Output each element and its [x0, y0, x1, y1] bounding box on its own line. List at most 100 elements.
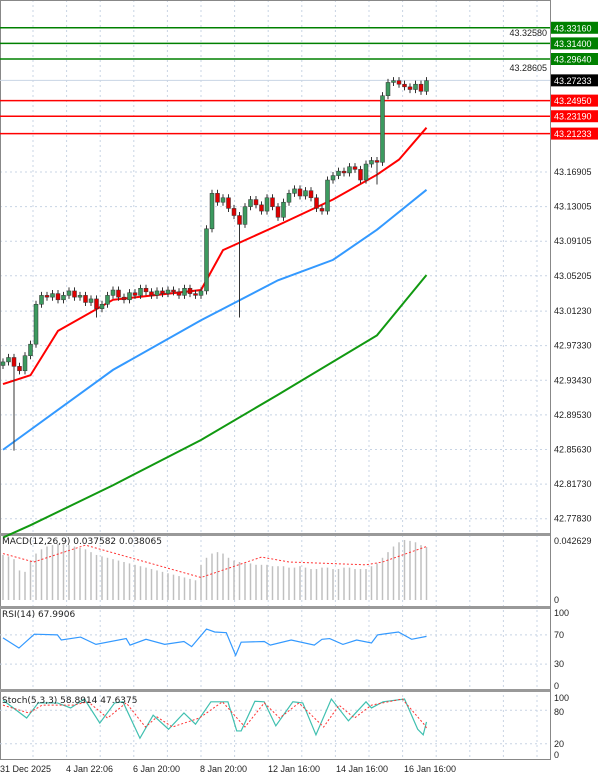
stoch-label: Stoch(5,3,3) 58.8914 47.6375: [2, 696, 137, 706]
panel-separator: [0, 533, 550, 536]
moving-average-line: [2, 127, 428, 386]
price-tick: 43.13005: [554, 202, 592, 212]
price-tag: [551, 74, 598, 87]
rsi-tick: 30: [554, 659, 564, 669]
candle-body: [363, 163, 369, 181]
candle-body: [160, 290, 165, 294]
candle-body: [303, 190, 308, 197]
candle-body: [407, 86, 413, 90]
candle-body: [396, 80, 402, 85]
candle-body: [413, 83, 418, 90]
candle-body: [28, 343, 33, 356]
candle-body: [352, 166, 358, 170]
candle-body: [6, 357, 11, 363]
price-tag: [551, 53, 598, 66]
candle-body: [402, 83, 407, 88]
candle-body: [132, 292, 138, 296]
time-axis: 31 Dec 2025 4 Jan 22:06 6 Jan 20:00 8 Jan 2…: [0, 764, 456, 774]
macd-tick: 0.042629: [554, 536, 592, 546]
candle-body: [116, 289, 121, 298]
price-tag-label: 43.21233: [554, 129, 592, 139]
candle-body: [281, 201, 286, 218]
candle-body: [50, 293, 55, 298]
candle-body: [374, 160, 380, 163]
candle-body: [297, 188, 303, 197]
candle-body: [358, 169, 363, 181]
price-tick: 42.81730: [554, 479, 592, 489]
candle-body: [308, 190, 314, 199]
candle-body: [275, 206, 281, 218]
candle-body: [319, 208, 325, 212]
candle-body: [72, 290, 77, 298]
time-label: 6 Jan 20:00: [133, 764, 180, 774]
candle-body: [418, 83, 424, 92]
time-label: 14 Jan 16:00: [336, 764, 388, 774]
price-tag: [551, 37, 598, 50]
candle-body: [94, 298, 99, 309]
panel-separator: [0, 689, 550, 692]
candles: [0, 77, 429, 451]
candle-body: [149, 291, 154, 296]
price-tag: [551, 110, 598, 123]
candle-body: [231, 208, 237, 216]
candle-body: [270, 197, 275, 207]
candle-body: [336, 170, 341, 176]
price-tag-label: 43.27233: [554, 76, 592, 86]
grid: [0, 0, 551, 760]
candle-body: [237, 215, 242, 225]
price-tag-label: 43.29640: [554, 55, 592, 65]
price-tick: 42.97330: [554, 341, 592, 351]
time-label: 4 Jan 22:06: [66, 764, 113, 774]
time-label: 8 Jan 20:00: [200, 764, 247, 774]
stoch-main-line: [2, 697, 428, 740]
candle-body: [99, 303, 105, 309]
candle-body: [248, 199, 253, 207]
candle-body: [391, 80, 396, 83]
candle-body: [121, 296, 127, 301]
price-tick: 43.09105: [554, 236, 592, 246]
candle-body: [187, 288, 193, 294]
candle-body: [226, 197, 231, 209]
candle-body: [138, 288, 143, 296]
stoch-tick: 20: [554, 739, 564, 749]
candle-body: [204, 228, 209, 292]
stoch-tick: 100: [554, 693, 569, 703]
rsi-line: [2, 628, 427, 657]
candle-body: [176, 291, 182, 296]
price-tick: 43.16905: [554, 167, 592, 177]
stoch-panel: [0, 697, 550, 745]
price-tag: [551, 127, 598, 140]
candle-body: [424, 80, 429, 92]
candle-body: [264, 197, 270, 212]
rsi-tick: 100: [554, 608, 569, 618]
candle-body: [193, 293, 198, 296]
candle-body: [242, 206, 248, 225]
candle-body: [220, 197, 226, 203]
price-tag: [551, 94, 598, 107]
time-label: 31 Dec 2025: [0, 764, 51, 774]
candle-body: [110, 289, 116, 296]
candle-body: [55, 293, 61, 301]
candle-body: [127, 292, 132, 301]
price-tag-label: 43.31400: [554, 39, 592, 49]
candle-body: [0, 361, 6, 366]
candle-body: [209, 193, 215, 230]
candle-body: [61, 295, 66, 301]
price-tags: 43.33160 43.31400 43.29640 43.24950 43.23190…: [551, 21, 598, 140]
price-tick: 43.05205: [554, 271, 592, 281]
candle-body: [17, 366, 22, 372]
macd-tick: 0: [554, 595, 559, 605]
time-label: 12 Jan 16:00: [268, 764, 320, 774]
candle-body: [325, 179, 330, 212]
candle-body: [182, 288, 187, 296]
candle-body: [77, 295, 83, 298]
price-tick: 43.01230: [554, 306, 592, 316]
rsi-label: RSI(14) 67.9906: [2, 610, 75, 620]
price-tag-label: 43.33160: [554, 23, 592, 33]
price-tick: 42.77830: [554, 514, 592, 524]
candle-body: [22, 355, 28, 372]
candle-body: [253, 199, 259, 206]
candle-body: [105, 295, 110, 305]
rsi-tick: 0: [554, 681, 559, 691]
